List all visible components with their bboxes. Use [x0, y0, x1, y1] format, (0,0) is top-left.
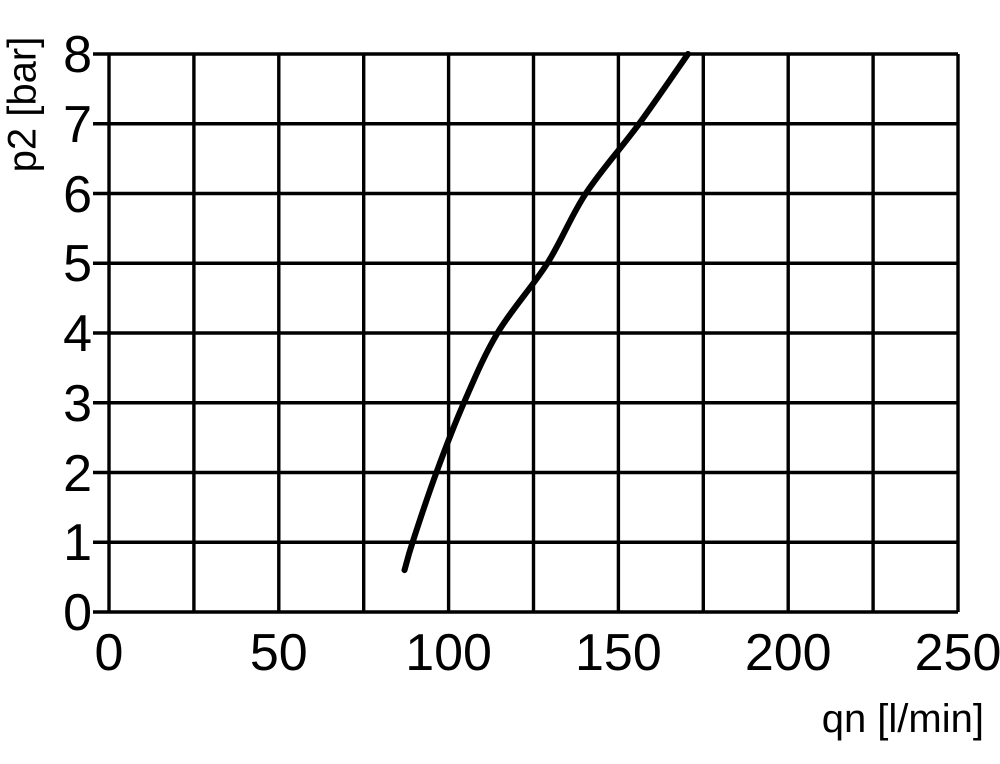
svg-text:150: 150 — [575, 624, 662, 682]
svg-text:4: 4 — [63, 305, 92, 363]
svg-text:0: 0 — [95, 624, 124, 682]
svg-text:250: 250 — [915, 624, 1000, 682]
svg-text:5: 5 — [63, 235, 92, 293]
svg-text:0: 0 — [63, 584, 92, 642]
svg-text:200: 200 — [745, 624, 832, 682]
svg-text:2: 2 — [63, 445, 92, 503]
svg-text:6: 6 — [63, 166, 92, 224]
svg-text:100: 100 — [405, 624, 492, 682]
svg-text:1: 1 — [63, 514, 92, 572]
svg-text:8: 8 — [63, 26, 92, 84]
svg-text:50: 50 — [250, 624, 308, 682]
svg-text:qn [l/min]: qn [l/min] — [822, 697, 984, 741]
svg-text:7: 7 — [63, 96, 92, 154]
svg-text:p2 [bar]: p2 [bar] — [1, 37, 45, 173]
svg-text:3: 3 — [63, 375, 92, 433]
